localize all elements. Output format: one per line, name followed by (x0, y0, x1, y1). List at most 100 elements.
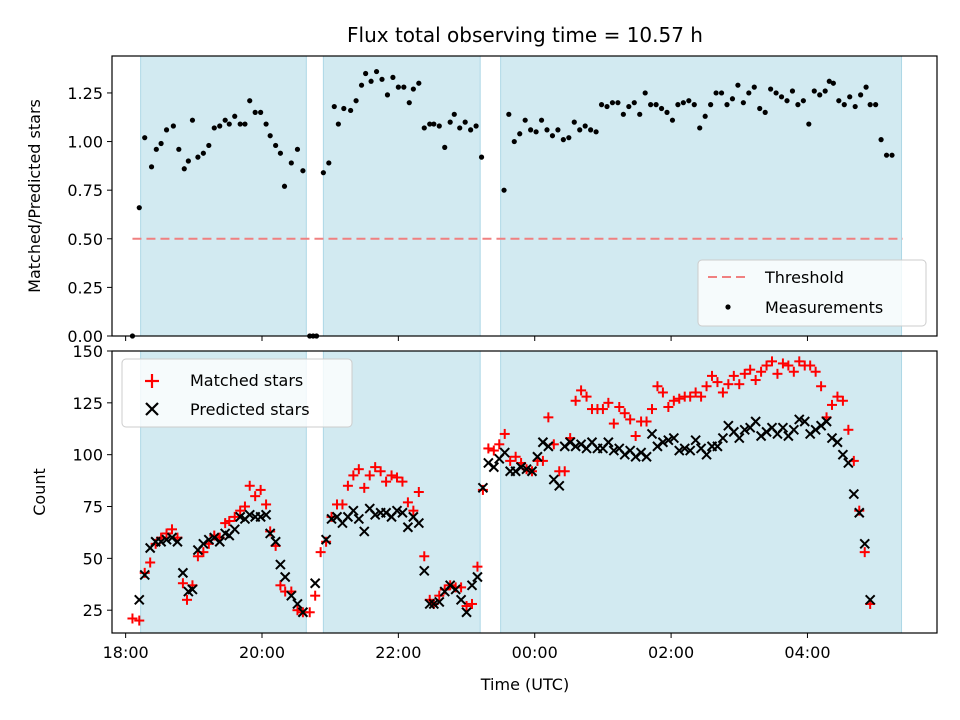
legend-matched-label: Matched stars (190, 371, 303, 390)
matched-star-point (304, 607, 315, 618)
matched-star-point (788, 366, 799, 377)
predicted-star-point (139, 569, 150, 581)
matched-star-point (381, 476, 392, 487)
measurement-point (768, 86, 774, 92)
measurement-point (421, 125, 427, 131)
bottom-axes-frame (111, 350, 938, 634)
matched-star-point (663, 401, 674, 412)
matched-star-point (597, 404, 608, 415)
measurement-point (273, 142, 279, 149)
measurement-point (136, 205, 142, 211)
measurement-point (501, 187, 507, 193)
measurement-point (847, 94, 853, 100)
matched-star-point (499, 428, 510, 439)
matched-star-point (229, 511, 240, 522)
measurement-point (582, 123, 588, 129)
predicted-star-point (799, 416, 810, 427)
matched-star-point (657, 387, 668, 398)
predicted-star-point (843, 457, 854, 469)
measurement-point (533, 129, 539, 135)
measurement-point (506, 111, 512, 117)
measurement-point (189, 117, 196, 123)
predicted-star-point (177, 567, 189, 579)
y-tick-label: 50 (83, 549, 103, 568)
measurement-point (852, 103, 858, 110)
predicted-star-point (397, 507, 408, 518)
matched-star-point (224, 516, 235, 527)
matched-star-point (342, 480, 353, 491)
measurement-point (784, 98, 790, 104)
predicted-star-point (270, 536, 281, 547)
predicted-star-point (391, 505, 403, 516)
measurement-point (163, 127, 170, 133)
predicted-star-point (424, 598, 435, 610)
matched-star-point (750, 375, 761, 386)
legend-predicted-label: Predicted stars (190, 400, 310, 419)
legend-matched-swatch (145, 374, 159, 388)
measurement-point (473, 123, 479, 129)
bottom-panel: 25 50 75 100 125 150 18:00 20:00 22:00 00:00 02:0… (30, 342, 938, 694)
measurement-point (447, 119, 453, 125)
measurement-point (517, 131, 523, 137)
measurement-point (867, 102, 873, 108)
measurement-point (416, 80, 422, 86)
measurement-point (200, 150, 206, 156)
predicted-star-point (750, 416, 761, 427)
measurement-point (300, 168, 306, 174)
measurement-point (566, 135, 572, 141)
predicted-star-point (717, 432, 729, 444)
measurement-point (363, 70, 369, 77)
matched-star-point (127, 613, 138, 624)
predicted-star-point (155, 536, 167, 547)
measurement-point (648, 102, 654, 108)
matched-star-point (145, 557, 156, 568)
measurement-point (702, 113, 708, 119)
measurement-point (206, 142, 212, 149)
observing-band (140, 55, 307, 337)
top-y-ticks: 0.00 0.25 0.50 0.75 1.00 1.25 (67, 84, 112, 346)
measurement-point (442, 144, 448, 150)
y-tick-label: 0.00 (67, 327, 103, 346)
measurement-point (401, 84, 407, 90)
measurement-point (800, 98, 806, 104)
measurement-point (637, 111, 643, 117)
measurement-point (830, 80, 836, 86)
matched-star-point (717, 387, 728, 398)
measurement-point (680, 100, 686, 106)
matched-star-point (837, 395, 848, 406)
predicted-star-point (777, 422, 789, 433)
matched-star-point (244, 480, 255, 491)
x-tick-label: 18:00 (103, 643, 149, 662)
matched-star-point (827, 399, 837, 410)
top-y-axis-label: Matched/Predicted stars (25, 99, 44, 293)
predicted-star-point (413, 517, 425, 529)
measurement-point (294, 146, 301, 152)
predicted-star-point (326, 513, 337, 525)
matched-star-point (794, 356, 805, 367)
y-tick-label: 75 (83, 498, 103, 517)
legend-threshold-label: Threshold (764, 268, 844, 287)
chart-title: Flux total observing time = 10.57 h (347, 23, 703, 47)
matched-star-point (603, 397, 614, 408)
predicted-star-point (419, 565, 430, 577)
measurement-point (751, 84, 757, 90)
matched-star-point (767, 356, 777, 367)
predicted-star-point (712, 441, 723, 452)
matched-star-point (413, 487, 424, 497)
matched-star-point (685, 391, 696, 402)
matched-star-point (777, 358, 788, 369)
measurement-point (247, 98, 253, 104)
predicted-star-point (488, 461, 500, 473)
measurement-point (148, 164, 155, 170)
measurement-point (697, 125, 703, 131)
measurement-point (555, 127, 561, 133)
y-tick-label: 100 (72, 446, 103, 465)
y-tick-label: 125 (72, 394, 103, 413)
matched-star-point (161, 528, 172, 539)
measurement-point (571, 119, 577, 125)
bottom-x-ticks: 18:00 20:00 22:00 00:00 02:00 04:00 (103, 633, 831, 662)
measurement-point (826, 78, 832, 84)
predicted-star-point (526, 466, 538, 477)
matched-star-point (472, 561, 483, 572)
predicted-star-point (690, 434, 701, 446)
